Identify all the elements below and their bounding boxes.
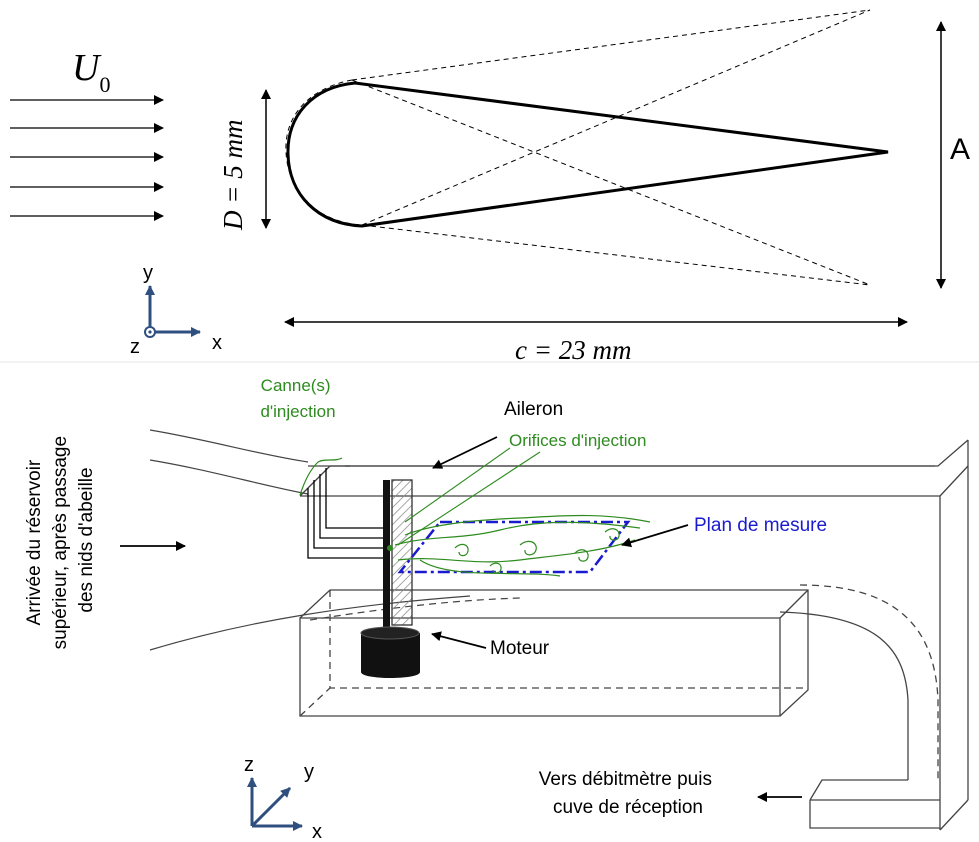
freestream-arrows [10, 95, 164, 221]
motor-shaft [383, 480, 390, 635]
motor [360, 626, 420, 678]
measurement-plane [397, 520, 631, 574]
aileron-label: Aileron [504, 399, 563, 420]
dye-streaks [394, 514, 651, 577]
inlet-label-line-1: Arrivée du réservoir [24, 459, 45, 625]
top-panel: U0 D = 5 mm A c = 23 mm y x z [10, 9, 970, 365]
freestream-label: U0 [72, 47, 110, 97]
bottom-axis-z-label: z [244, 754, 254, 776]
outlet-label-line-1: Vers débitmètre puis [539, 769, 712, 790]
chord-label: c = 23 mm [515, 335, 631, 365]
channel-outline [299, 439, 969, 831]
diameter-label: D = 5 mm [218, 120, 248, 231]
bottom-axis-y-label: y [304, 761, 314, 783]
outlet-label: Vers débitmètre puis cuve de réception [539, 769, 717, 818]
leader-lines [120, 436, 802, 802]
aileron-body [391, 479, 413, 626]
inlet-label-line-2: supérieur, après passage [50, 436, 71, 649]
swept-positions [285, 9, 871, 286]
inflow-walls [149, 429, 521, 651]
injection-rods [307, 468, 385, 559]
top-axes: y x z [130, 262, 222, 358]
inlet-label: Arrivée du réservoir supérieur, après pa… [24, 431, 97, 650]
top-axis-z-label: z [130, 336, 140, 358]
injection-rods-label-line-2: d'injection [260, 402, 335, 421]
amplitude-label: A [950, 133, 970, 166]
bottom-axes: z y x [244, 754, 322, 842]
bottom-panel: Arrivée du réservoir supérieur, après pa… [24, 376, 969, 842]
measurement-plane-label: Plan de mesure [694, 515, 827, 536]
freestream-subscript: 0 [99, 72, 110, 97]
injection-holes-label: Orifices d'injection [509, 431, 646, 450]
injection-rods-brace [299, 457, 343, 496]
top-axis-x-label: x [212, 332, 222, 354]
injection-rods-label-line-1: Canne(s) [261, 376, 331, 395]
airfoil-profile [286, 81, 889, 228]
inlet-label-line-3: des nids d'abeille [76, 467, 97, 612]
outlet-label-line-2: cuve de réception [553, 797, 703, 818]
motor-label: Moteur [490, 638, 550, 659]
injection-rods-label: Canne(s) d'injection [260, 376, 335, 421]
top-axis-y-label: y [143, 262, 153, 284]
injection-hole [387, 545, 393, 551]
bottom-axis-x-label: x [312, 821, 322, 842]
